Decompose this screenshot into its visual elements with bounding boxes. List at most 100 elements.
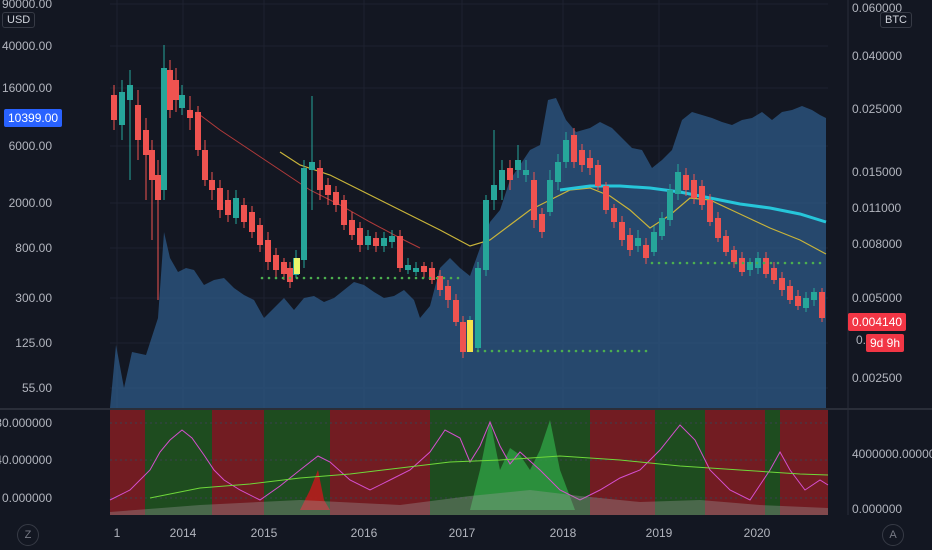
ma-yellow-line	[279, 151, 827, 255]
support-dot-c-771	[769, 261, 773, 265]
oscillator-band-1	[145, 410, 212, 515]
support-dot-a-339	[337, 276, 341, 280]
candle-body-37	[389, 236, 395, 242]
support-dot-c-785	[783, 261, 787, 265]
x-axis-label-2: 2015	[251, 526, 278, 540]
right-axis-tick-6: 0.005000	[852, 291, 902, 305]
candle-body-41	[421, 266, 427, 272]
candle-body-86	[779, 278, 785, 290]
candle-body-18	[241, 205, 247, 222]
candle-body-10	[179, 95, 185, 108]
x-axis-label-4: 2017	[449, 526, 476, 540]
current-price-badge: 10399.00	[4, 109, 63, 127]
support-dot-c-729	[727, 261, 731, 265]
osc-red-peak	[300, 470, 330, 510]
left-axis-tick-4: 2000.00	[9, 196, 53, 210]
right-axis-tick-4: 0.011000	[852, 201, 901, 215]
support-dot-c-652	[650, 261, 654, 265]
candle-body-76	[699, 186, 705, 205]
candle-body-66	[619, 222, 625, 240]
candle-body-3	[135, 105, 141, 140]
osc-green-line	[149, 455, 829, 499]
support-dot-a-353	[351, 276, 355, 280]
support-dot-b-562	[560, 349, 564, 353]
support-dot-a-381	[379, 276, 383, 280]
candle-body-16	[225, 200, 231, 215]
support-dot-c-659	[657, 261, 661, 265]
candle-body-34	[365, 236, 371, 245]
candle-body-67	[627, 235, 633, 250]
support-dot-c-708	[706, 261, 710, 265]
support-dot-b-618	[616, 349, 620, 353]
support-dot-a-297	[295, 276, 299, 280]
osc-grey-area	[110, 490, 828, 515]
osc-left-tick-1: 40.000000	[0, 453, 52, 467]
oscillator-band-0	[110, 410, 145, 515]
support-dot-b-499	[497, 349, 501, 353]
candle-body-69	[643, 245, 649, 258]
candle-body-6	[155, 175, 161, 200]
candle-body-77	[707, 200, 713, 222]
support-dot-c-813	[811, 261, 815, 265]
current-btc-value-badge: 0.004140	[848, 313, 907, 331]
support-dot-b-527	[525, 349, 529, 353]
timezone-z-icon[interactable]: Z	[17, 524, 39, 546]
highlight-candle-0	[294, 258, 300, 274]
support-dot-c-806	[804, 261, 808, 265]
support-dot-c-764	[762, 261, 766, 265]
support-dot-c-757	[755, 261, 759, 265]
candle-body-26	[301, 168, 307, 260]
support-dot-b-625	[623, 349, 627, 353]
candle-body-7	[161, 68, 167, 190]
candle-body-30	[333, 192, 339, 205]
candle-body-23	[281, 262, 287, 274]
candle-body-27	[309, 162, 315, 170]
osc-left-tick-0: 80.000000	[0, 416, 52, 430]
candle-body-9	[173, 80, 179, 100]
x-axis-label-5: 2018	[550, 526, 577, 540]
candle-body-24	[287, 268, 293, 282]
support-dot-b-541	[539, 349, 543, 353]
support-dot-b-555	[553, 349, 557, 353]
candle-body-73	[675, 172, 681, 194]
candle-body-28	[317, 168, 323, 190]
left-axis-tick-1: 40000.00	[2, 39, 52, 53]
left-axis-unit-tag[interactable]: USD	[2, 12, 36, 28]
candle-body-53	[515, 160, 521, 170]
candle-body-5	[149, 150, 155, 180]
candle-body-90	[811, 292, 817, 300]
candle-body-49	[483, 200, 489, 270]
support-dot-a-458	[456, 276, 460, 280]
candle-body-13	[202, 150, 208, 180]
candle-body-48	[475, 268, 481, 348]
support-dot-a-430	[428, 276, 432, 280]
x-axis-label-7: 2020	[744, 526, 771, 540]
candle-body-72	[667, 190, 673, 220]
candle-body-14	[209, 180, 215, 190]
candle-body-22	[273, 255, 279, 270]
left-axis-tick-3: 6000.00	[9, 139, 53, 153]
candle-body-52	[507, 168, 513, 180]
support-dot-a-416	[414, 276, 418, 280]
support-dot-a-325	[323, 276, 327, 280]
support-dot-b-478	[476, 349, 480, 353]
support-dot-c-715	[713, 261, 717, 265]
candle-body-39	[405, 265, 411, 270]
candle-body-54	[523, 170, 529, 175]
auto-scale-a-icon[interactable]: A	[882, 524, 904, 546]
candle-body-32	[349, 220, 355, 235]
oscillator-band-11	[705, 410, 765, 515]
right-axis-unit-tag[interactable]: BTC	[880, 12, 912, 28]
candle-body-62	[587, 158, 593, 168]
candle-body-33	[357, 228, 363, 245]
support-dot-a-437	[435, 276, 439, 280]
support-dot-b-611	[609, 349, 613, 353]
candle-body-55	[531, 180, 537, 220]
candle-body-40	[413, 268, 419, 272]
support-dot-a-290	[288, 276, 292, 280]
support-dot-b-506	[504, 349, 508, 353]
oscillator-band-2	[212, 410, 264, 515]
candle-body-0	[111, 95, 117, 120]
